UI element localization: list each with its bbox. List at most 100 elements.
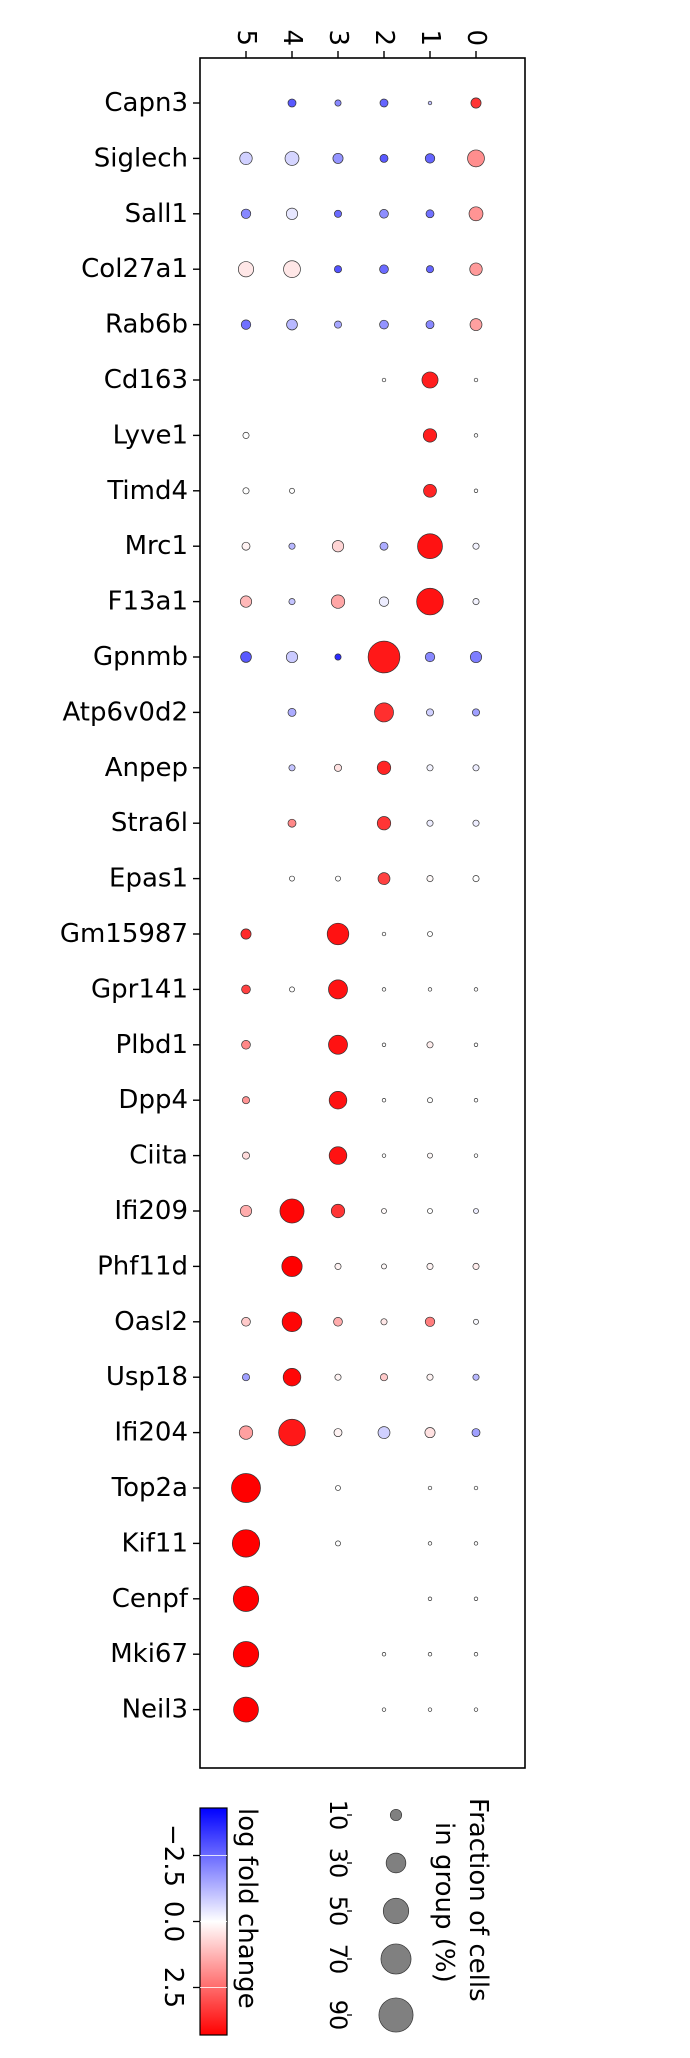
dot-neil3-cluster-2 bbox=[381, 1707, 387, 1712]
dot-capn3-cluster-2 bbox=[379, 98, 389, 108]
dot-ifi204-cluster-5 bbox=[238, 1425, 254, 1440]
gene-label-f13a1: F13a1 bbox=[107, 587, 188, 617]
dot-col27a1-cluster-0 bbox=[469, 262, 483, 276]
dot-ifi209-cluster-5 bbox=[239, 1204, 253, 1218]
dot-oasl2-cluster-2 bbox=[380, 1318, 388, 1326]
dot-kif11-cluster-1 bbox=[427, 1541, 433, 1546]
gene-label-top2a: Top2a bbox=[111, 1473, 188, 1503]
dot-mrc1-cluster-2 bbox=[379, 541, 389, 551]
dot-stra6l-cluster-1 bbox=[426, 819, 434, 827]
gene-label-gpr141: Gpr141 bbox=[91, 974, 188, 1004]
dot-mrc1-cluster-4 bbox=[288, 542, 296, 550]
dot-gpr141-cluster-1 bbox=[427, 987, 433, 992]
dot-usp18-cluster-5 bbox=[242, 1373, 250, 1382]
dot-ifi209-cluster-4 bbox=[279, 1198, 305, 1224]
cluster-label-2: 2 bbox=[369, 29, 399, 46]
cluster-label-0: 0 bbox=[461, 29, 491, 46]
dot-lyve1-cluster-1 bbox=[422, 428, 438, 443]
dot-col27a1-cluster-2 bbox=[379, 264, 389, 274]
dot-siglech-cluster-5 bbox=[239, 151, 253, 165]
size-legend-ticks bbox=[347, 1814, 352, 2016]
dot-anpep-cluster-3 bbox=[334, 763, 342, 772]
gene-label-rab6b: Rab6b bbox=[105, 310, 188, 340]
dot-ifi204-cluster-3 bbox=[333, 1428, 343, 1437]
gene-label-ifi209: Ifi209 bbox=[114, 1196, 188, 1226]
dot-top2a-cluster-0 bbox=[473, 1485, 479, 1491]
dot-epas1-cluster-1 bbox=[426, 875, 434, 883]
dot-kif11-cluster-0 bbox=[473, 1541, 479, 1546]
cluster-label-3: 3 bbox=[323, 29, 353, 46]
dot-ifi204-cluster-1 bbox=[424, 1427, 436, 1439]
dot-atp6v0d2-cluster-2 bbox=[374, 702, 394, 723]
dot-rab6b-cluster-1 bbox=[425, 320, 435, 329]
dot-dpp4-cluster-3 bbox=[328, 1091, 348, 1110]
dot-phf11d-cluster-1 bbox=[426, 1262, 434, 1270]
dot-col27a1-cluster-1 bbox=[426, 265, 434, 274]
dot-stra6l-cluster-2 bbox=[376, 816, 392, 831]
gene-label-col27a1: Col27a1 bbox=[81, 254, 188, 284]
dot-gpnmb-cluster-5 bbox=[240, 651, 252, 663]
dot-plbd1-cluster-3 bbox=[328, 1034, 348, 1055]
dot-phf11d-cluster-0 bbox=[472, 1262, 480, 1270]
gene-label-neil3: Neil3 bbox=[122, 1695, 188, 1725]
size-legend-dot-70 bbox=[380, 1943, 412, 1975]
size-legend-label-30: 30 bbox=[324, 1848, 352, 1879]
gene-label-gpnmb: Gpnmb bbox=[93, 642, 188, 672]
dot-lyve1-cluster-5 bbox=[242, 431, 250, 439]
dot-sall1-cluster-5 bbox=[240, 208, 252, 219]
dot-cd163-cluster-2 bbox=[381, 377, 387, 383]
size-legend-dots bbox=[378, 1808, 414, 2033]
dot-oasl2-cluster-3 bbox=[333, 1317, 343, 1327]
dot-timd4-cluster-1 bbox=[423, 483, 437, 498]
dot-layer bbox=[231, 97, 485, 1723]
dot-gpr141-cluster-2 bbox=[381, 987, 387, 992]
dot-usp18-cluster-2 bbox=[380, 1373, 388, 1382]
dot-anpep-cluster-4 bbox=[288, 764, 296, 772]
gene-label-anpep: Anpep bbox=[105, 753, 188, 783]
dot-ciita-cluster-1 bbox=[427, 1152, 433, 1159]
dot-rab6b-cluster-3 bbox=[334, 320, 342, 329]
dot-ciita-cluster-2 bbox=[381, 1153, 387, 1158]
dot-sall1-cluster-3 bbox=[334, 209, 342, 218]
dot-cd163-cluster-0 bbox=[473, 377, 479, 383]
dot-siglech-cluster-2 bbox=[379, 154, 389, 163]
colorbar-tick-label: −2.5 bbox=[158, 1824, 188, 1887]
dot-cenpf-cluster-0 bbox=[473, 1596, 479, 1601]
cluster-label-5: 5 bbox=[231, 29, 261, 46]
dot-rab6b-cluster-0 bbox=[469, 318, 483, 331]
cluster-label-4: 4 bbox=[277, 29, 307, 46]
dot-ifi209-cluster-2 bbox=[381, 1208, 387, 1214]
dot-oasl2-cluster-0 bbox=[473, 1318, 479, 1325]
dot-f13a1-cluster-2 bbox=[378, 596, 390, 607]
dot-gm15987-cluster-3 bbox=[326, 922, 350, 946]
dot-timd4-cluster-5 bbox=[242, 487, 250, 495]
dot-sall1-cluster-0 bbox=[468, 206, 484, 222]
size-legend-labels: 10 30 50 70 90 bbox=[324, 1800, 352, 2031]
gene-label-mki67: Mki67 bbox=[110, 1639, 188, 1669]
gene-label-cd163: Cd163 bbox=[104, 365, 188, 395]
size-legend-title-line2: in group (%) bbox=[429, 1822, 459, 1983]
dot-ifi209-cluster-1 bbox=[427, 1208, 433, 1214]
dot-ciita-cluster-3 bbox=[328, 1146, 348, 1165]
dot-f13a1-cluster-0 bbox=[472, 598, 480, 606]
dot-gpr141-cluster-4 bbox=[289, 986, 295, 993]
colorbar-legend: −2.5 0.0 2.5 log fold change bbox=[158, 1807, 262, 2036]
gene-label-phf11d: Phf11d bbox=[97, 1251, 188, 1281]
colorbar-tick-labels: −2.5 0.0 2.5 bbox=[158, 1824, 188, 2008]
dot-oasl2-cluster-1 bbox=[424, 1316, 436, 1327]
gene-label-capn3: Capn3 bbox=[104, 88, 188, 118]
dot-mrc1-cluster-5 bbox=[241, 541, 251, 551]
dot-mki67-cluster-1 bbox=[427, 1652, 433, 1657]
dot-siglech-cluster-3 bbox=[332, 152, 344, 164]
dot-ifi209-cluster-0 bbox=[473, 1208, 479, 1214]
dot-col27a1-cluster-5 bbox=[238, 261, 254, 278]
gene-label-sall1: Sall1 bbox=[125, 199, 188, 229]
dot-ifi204-cluster-4 bbox=[278, 1418, 306, 1447]
cluster-ticks bbox=[245, 51, 477, 58]
dot-f13a1-cluster-4 bbox=[288, 598, 296, 606]
size-legend-label-10: 10 bbox=[324, 1800, 352, 1831]
dot-gpnmb-cluster-4 bbox=[285, 650, 299, 664]
gene-label-kif11: Kif11 bbox=[121, 1528, 188, 1558]
gene-label-usp18: Usp18 bbox=[106, 1362, 188, 1392]
